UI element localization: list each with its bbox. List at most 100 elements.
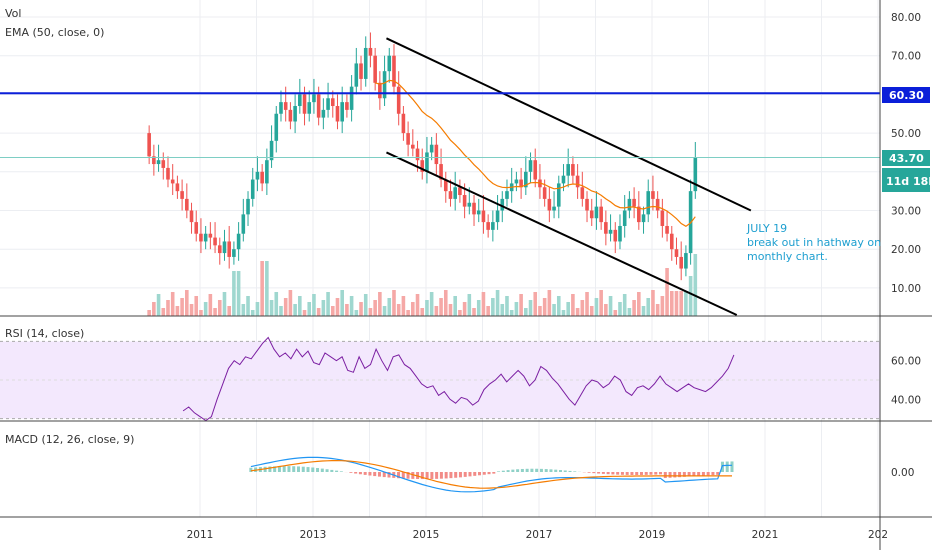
y-tick-label: 50.00: [891, 128, 921, 140]
candle-body: [556, 183, 561, 207]
volume-bar: [552, 304, 556, 316]
macd-histogram-bar: [349, 472, 353, 473]
macd-histogram-bar: [620, 472, 624, 475]
volume-bar: [556, 296, 561, 316]
macd-histogram-bar: [277, 466, 281, 472]
volume-bar: [641, 306, 646, 316]
candle-body: [378, 82, 382, 99]
macd-histogram-bar: [625, 472, 629, 475]
volume-bar: [152, 302, 156, 316]
volume-bar: [655, 304, 660, 316]
macd-histogram-bar: [463, 472, 467, 477]
level-tag-value: 60.30: [889, 89, 924, 102]
candle-body: [552, 206, 556, 211]
volume-bar: [467, 294, 472, 316]
volume-bar: [608, 296, 613, 316]
volume-bar: [147, 310, 151, 316]
candle-body: [608, 229, 613, 234]
macd-histogram-bar: [497, 471, 501, 472]
candle-body: [458, 187, 462, 196]
volume-bar: [481, 292, 486, 316]
candle-body: [462, 195, 467, 207]
macd-histogram-bar: [530, 468, 534, 472]
macd-histogram-bar: [597, 472, 601, 474]
macd-histogram-bar: [635, 472, 639, 476]
candle-body: [152, 156, 156, 165]
macd-histogram-bar: [659, 472, 663, 475]
macd-histogram-bar: [673, 472, 677, 478]
volume-bar: [632, 300, 636, 316]
volume-bar: [434, 306, 439, 316]
price-levels: [0, 92, 880, 158]
volume-bar: [283, 298, 288, 316]
macd-histogram-bar: [544, 469, 548, 472]
volume-bar: [401, 296, 406, 316]
volume-bar: [208, 294, 213, 316]
candle-body: [524, 171, 528, 188]
volume-bar: [185, 290, 189, 316]
candle-body: [269, 140, 274, 161]
macd-histogram-bar: [549, 469, 553, 472]
volume-bar: [335, 298, 340, 316]
candle-body: [227, 241, 231, 257]
macd-histogram-bar: [692, 472, 696, 477]
rsi-tick-label: 60.00: [891, 356, 921, 368]
x-tick-label: 2011: [187, 529, 214, 541]
volume-bar: [316, 308, 321, 316]
macd-histogram-bar: [316, 468, 320, 472]
candle-body: [693, 157, 698, 192]
candle-body: [684, 253, 688, 269]
macd-histogram-bar: [273, 466, 277, 472]
macd-histogram-bar: [511, 469, 515, 472]
volume-bar: [156, 294, 161, 316]
candle-body: [147, 133, 151, 157]
candle-body: [542, 187, 547, 199]
volume-bar: [312, 294, 316, 316]
volume-bar: [307, 302, 312, 316]
macd-histogram-bar: [439, 472, 443, 479]
x-tick-label: 2015: [413, 529, 440, 541]
macd-histogram-bar: [401, 472, 405, 479]
candle-body: [500, 198, 505, 211]
macd-histogram-bar: [668, 472, 672, 478]
candle-body: [175, 183, 180, 192]
candle-body: [453, 187, 457, 199]
candle-body: [406, 133, 410, 145]
macd-path: [250, 456, 733, 493]
volume-bar: [420, 308, 425, 316]
macd-histogram-bar: [678, 472, 682, 478]
candle-body: [222, 241, 227, 254]
volume-bar: [538, 306, 542, 316]
x-tick-label: 2017: [526, 529, 553, 541]
candle-body: [349, 86, 354, 110]
candle-body: [443, 179, 448, 192]
volume-bar: [472, 308, 476, 316]
macd-histogram-bar: [587, 472, 591, 473]
volume-bar: [674, 291, 679, 316]
macd-histogram-bar: [711, 472, 715, 476]
volume-bar: [594, 298, 599, 316]
ema-path: [374, 79, 696, 228]
volume-bar: [368, 308, 373, 316]
candle-body: [425, 152, 429, 172]
volume-bar: [660, 296, 665, 316]
volume-bar: [425, 300, 429, 316]
x-tick-label: 2021: [752, 529, 779, 541]
macd-histogram-bar: [420, 472, 424, 480]
volume-bar: [378, 292, 382, 316]
volume-bar: [462, 302, 467, 316]
candle-body: [312, 94, 316, 103]
candle-body: [575, 175, 580, 188]
y-tick-label: 30.00: [891, 206, 921, 218]
volume-bar: [363, 294, 368, 316]
volume-bar: [279, 306, 283, 316]
volume-bar: [528, 300, 533, 316]
macd-histogram-bar: [682, 472, 686, 477]
volume-bar: [439, 298, 443, 316]
macd-histogram-bar: [654, 472, 658, 475]
volume-bar: [514, 302, 519, 316]
volume-bar: [533, 292, 538, 316]
candle-body: [669, 233, 674, 250]
macd-histogram-bar: [397, 472, 401, 479]
volume-bar: [340, 290, 344, 316]
